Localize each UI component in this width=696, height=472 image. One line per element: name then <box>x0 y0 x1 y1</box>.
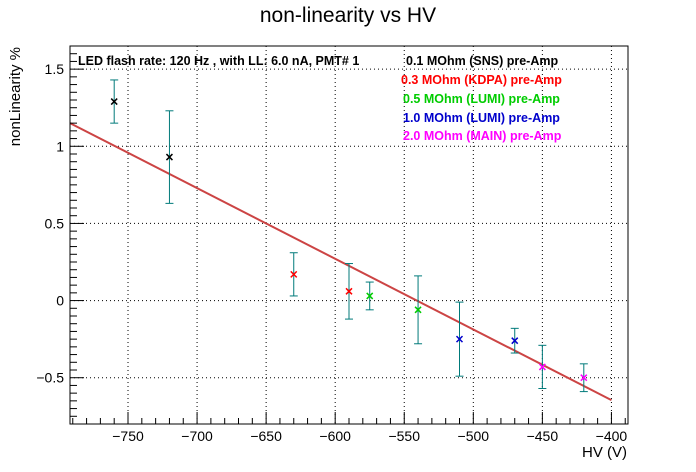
point-marker <box>580 374 588 382</box>
chart-annotation: LED flash rate: 120 Hz , with LL: 6.0 nA… <box>78 54 359 68</box>
data-point <box>110 79 119 124</box>
legend-entry: 0.1 MOhm (SNS) pre-Amp <box>406 54 558 68</box>
data-point <box>579 363 588 393</box>
legend-entry: 2.0 MOhm (MAIN) pre-Amp <box>403 129 562 143</box>
legend-entry: 1.0 MOhm (LUMI) pre-Amp <box>403 111 560 125</box>
point-marker <box>110 98 118 106</box>
point-marker <box>290 270 298 278</box>
legend-entry: 0.5 MOhm (LUMI) pre-Amp <box>403 92 560 106</box>
x-tick-label: −700 <box>181 428 213 444</box>
x-axis-label: HV (V) <box>582 444 627 461</box>
point-marker <box>345 287 353 295</box>
fit-line-group <box>69 122 612 401</box>
data-point <box>414 275 423 345</box>
data-points <box>110 79 588 393</box>
x-tick-label: −650 <box>250 428 282 444</box>
y-tick-label: 1 <box>56 138 64 154</box>
data-point <box>289 252 298 297</box>
x-tick-label: −450 <box>527 428 559 444</box>
grid-lines <box>70 46 628 424</box>
data-point <box>165 110 174 204</box>
data-point <box>455 301 464 377</box>
y-tick-label: 1.5 <box>45 61 65 77</box>
legend-entry: 0.3 MOhm (KDPA) pre-Amp <box>401 73 562 87</box>
legend: 0.1 MOhm (SNS) pre-Amp 0.3 MOhm (KDPA) pr… <box>401 54 562 143</box>
x-tick-label: −400 <box>596 428 628 444</box>
axis-ticks: −750 −700 −650 −600 −550 −500 −450 −400 −0.5 0 0.5… <box>36 53 628 444</box>
x-tick-label: −750 <box>112 428 144 444</box>
data-point <box>345 263 353 320</box>
point-marker <box>366 292 374 300</box>
y-tick-label: 0 <box>56 293 64 309</box>
point-marker <box>538 363 546 371</box>
y-axis-label: nonLinearity % <box>7 47 24 146</box>
x-tick-label: −500 <box>458 428 490 444</box>
point-marker <box>414 306 422 314</box>
fit-line <box>69 122 612 401</box>
x-tick-label: −550 <box>388 428 420 444</box>
point-marker <box>165 153 173 161</box>
x-tick-label: −600 <box>319 428 351 444</box>
data-point <box>365 281 374 311</box>
point-marker <box>511 337 519 345</box>
y-tick-label: −0.5 <box>36 370 64 386</box>
chart-title: non-linearity vs HV <box>260 4 436 27</box>
data-point <box>538 344 547 390</box>
y-tick-label: 0.5 <box>45 215 65 231</box>
point-marker <box>455 335 464 343</box>
data-point <box>510 327 519 354</box>
